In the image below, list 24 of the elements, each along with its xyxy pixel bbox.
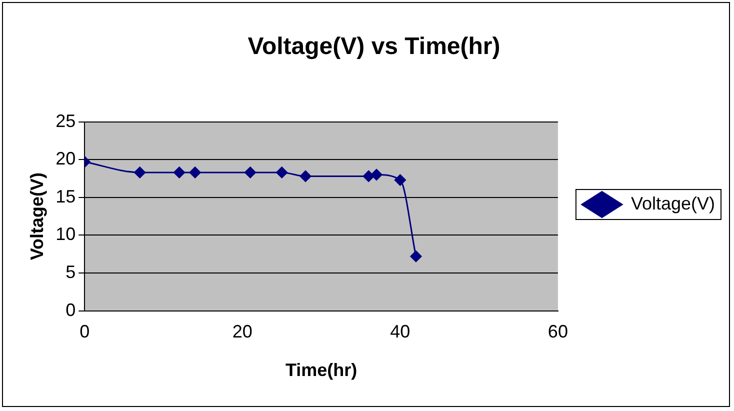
legend-label: Voltage(V) bbox=[630, 193, 716, 214]
point bbox=[134, 166, 146, 178]
chart-title: Voltage(V) vs Time(hr) bbox=[248, 33, 500, 60]
point bbox=[394, 174, 406, 186]
y-tick-label: 0 bbox=[66, 300, 76, 320]
point bbox=[174, 166, 186, 178]
point bbox=[410, 250, 422, 262]
y-tick-label: 25 bbox=[56, 110, 76, 131]
point bbox=[189, 166, 201, 178]
x-axis-title: Time(hr) bbox=[285, 360, 358, 380]
y-axis-title: Voltage(V) bbox=[26, 172, 47, 260]
point bbox=[244, 166, 256, 178]
x-tick-label: 40 bbox=[390, 322, 410, 342]
y-tick-label: 20 bbox=[56, 148, 76, 169]
y-tick-label: 10 bbox=[56, 224, 76, 244]
x-tick-label: 0 bbox=[80, 322, 90, 342]
y-tick-label: 15 bbox=[56, 186, 76, 206]
x-tick-label: 60 bbox=[548, 322, 568, 342]
point bbox=[300, 170, 312, 182]
x-tick-label: 20 bbox=[232, 322, 252, 342]
point bbox=[276, 166, 288, 178]
point bbox=[370, 168, 382, 180]
point bbox=[362, 170, 374, 182]
y-tick-label: 5 bbox=[66, 262, 76, 282]
